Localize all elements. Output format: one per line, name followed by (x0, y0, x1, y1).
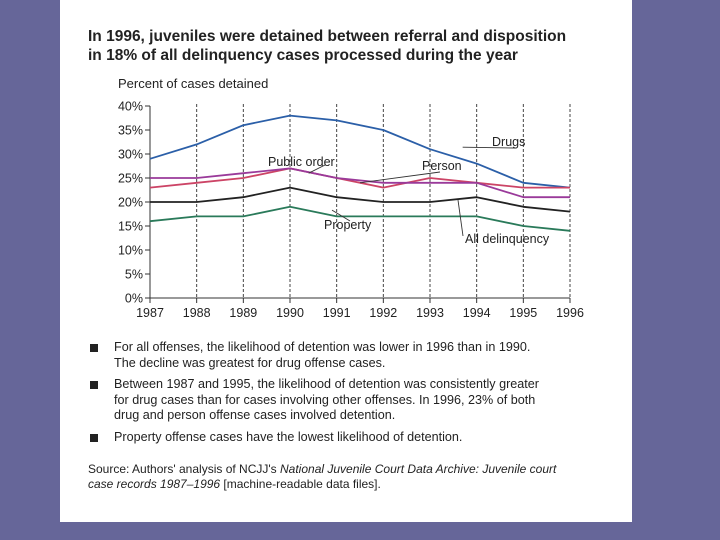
x-tick-label: 1991 (323, 306, 351, 320)
x-tick-label: 1990 (276, 306, 304, 320)
y-tick-label: 20% (118, 196, 143, 210)
annotation-leader-line (331, 209, 351, 222)
x-tick-label: 1989 (229, 306, 257, 320)
series-label: Property (324, 218, 372, 232)
y-tick-label: 5% (125, 268, 143, 282)
x-tick-label: 1992 (369, 306, 397, 320)
series-line-person (149, 167, 570, 189)
bullet-square-icon (90, 433, 98, 442)
bullet-square-icon (90, 344, 98, 352)
series-line-public-order (150, 167, 570, 199)
y-tick-label: 30% (118, 148, 143, 162)
annotation-leader-line (308, 164, 326, 174)
bullet-text-line: Between 1987 and 1995, the likelihood of… (114, 377, 539, 391)
bullet-item: For all offenses, the likelihood of dete… (88, 340, 628, 371)
bullet-text-line: for drug cases than for cases involving … (114, 392, 536, 407)
bullet-text-line: For all offenses, the likelihood of dete… (114, 340, 531, 354)
annotation-leader-line (457, 200, 464, 237)
x-tick-label: 1987 (136, 306, 164, 320)
title-line-2: in 18% of all delinquency cases processe… (88, 47, 518, 64)
bullet-text-line: The decline was greatest for drug offens… (114, 355, 386, 370)
y-tick-label: 15% (118, 220, 143, 234)
y-tick-label: 10% (118, 244, 143, 258)
x-tick-label: 1988 (183, 306, 211, 320)
series-line-all-delinquency (150, 186, 571, 213)
source-prefix: Source: Authors' analysis of NCJJ's (88, 462, 280, 476)
series-line-drugs (149, 114, 571, 189)
bullet-square-icon (90, 381, 98, 389)
series-line-property (149, 205, 571, 232)
bullet-item: Property offense cases have the lowest l… (88, 430, 628, 446)
bullet-list: For all offenses, the likelihood of dete… (88, 340, 628, 451)
source-note: Source: Authors' analysis of NCJJ's Nati… (88, 462, 628, 492)
x-tick-label: 1996 (556, 306, 584, 320)
source-archive-title: National Juvenile Court Data Archive: Ju… (280, 462, 557, 476)
bullet-text-line: Property offense cases have the lowest l… (114, 429, 463, 444)
y-tick-label: 25% (118, 172, 143, 186)
figure-panel: In 1996, juveniles were detained between… (60, 0, 632, 522)
y-tick-label: 35% (118, 124, 143, 138)
annotation-leader-line (359, 171, 441, 184)
series-label: Person (422, 159, 462, 173)
bullet-text-line: drug and person offense cases involved d… (114, 408, 396, 422)
y-tick-label: 40% (118, 100, 143, 114)
series-label: Drugs (492, 135, 525, 149)
x-tick-label: 1995 (509, 306, 537, 320)
source-suffix: [machine-readable data files]. (220, 477, 381, 491)
series-label: All delinquency (465, 232, 550, 246)
y-axis-label: Percent of cases detained (118, 76, 269, 91)
series-label: Public order (268, 155, 335, 169)
chart-title: In 1996, juveniles were detained between… (88, 27, 618, 65)
y-tick-label: 0% (125, 292, 143, 306)
x-tick-label: 1993 (416, 306, 444, 320)
bullet-item: Between 1987 and 1995, the likelihood of… (88, 377, 628, 424)
annotation-leader-line (462, 146, 516, 149)
x-tick-label: 1994 (463, 306, 491, 320)
line-chart: 0% 5% 10% 15% 20% 25% 30% 35% 40% 1987 1988 1989 199… (118, 100, 584, 321)
title-line-1: In 1996, juveniles were detained between… (88, 28, 567, 45)
source-archive-records: case records 1987–1996 (88, 477, 221, 491)
